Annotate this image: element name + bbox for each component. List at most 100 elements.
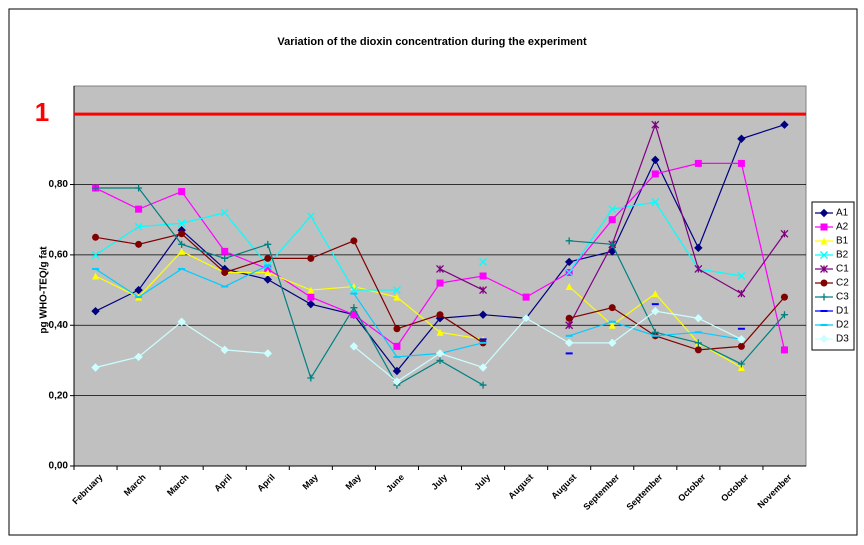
data-point bbox=[564, 257, 574, 267]
series-line bbox=[568, 122, 785, 326]
data-point bbox=[478, 363, 488, 372]
legend-label: D3 bbox=[836, 334, 849, 345]
legend-label: C1 bbox=[836, 264, 849, 275]
data-point bbox=[608, 240, 616, 248]
data-point bbox=[392, 366, 402, 376]
data-point bbox=[478, 310, 488, 319]
data-point bbox=[178, 230, 186, 238]
data-point bbox=[436, 265, 444, 273]
legend-marker bbox=[820, 237, 828, 245]
data-point bbox=[393, 342, 401, 350]
data-point bbox=[565, 237, 573, 245]
data-point bbox=[92, 184, 100, 192]
data-point bbox=[694, 265, 703, 273]
data-point bbox=[651, 155, 660, 165]
series-line bbox=[353, 310, 742, 383]
legend-marker bbox=[820, 265, 828, 273]
data-point bbox=[565, 268, 574, 277]
data-point bbox=[393, 293, 401, 301]
data-point bbox=[221, 268, 229, 276]
data-point bbox=[436, 356, 444, 364]
plot-area bbox=[73, 85, 807, 467]
data-point bbox=[651, 170, 659, 178]
data-point bbox=[178, 188, 186, 196]
data-point bbox=[435, 349, 445, 358]
legend-label: B1 bbox=[836, 236, 849, 247]
data-point bbox=[264, 265, 272, 273]
data-point bbox=[651, 306, 660, 316]
data-point bbox=[479, 381, 487, 389]
data-point bbox=[221, 247, 229, 255]
data-point bbox=[608, 205, 617, 214]
data-point bbox=[522, 293, 530, 301]
data-point bbox=[436, 328, 444, 336]
series-line bbox=[95, 187, 484, 386]
data-point bbox=[608, 321, 616, 329]
data-point bbox=[479, 272, 487, 280]
data-point bbox=[220, 345, 229, 355]
legend-marker bbox=[820, 223, 828, 231]
legend-marker bbox=[820, 279, 828, 287]
data-point bbox=[608, 338, 617, 348]
data-point bbox=[479, 286, 488, 295]
data-point bbox=[737, 272, 746, 280]
data-point bbox=[264, 254, 272, 262]
series-line bbox=[95, 250, 484, 340]
series-line bbox=[353, 293, 484, 358]
data-point bbox=[307, 286, 315, 294]
data-point bbox=[651, 328, 659, 336]
data-point bbox=[565, 321, 574, 330]
data-point bbox=[134, 352, 143, 362]
legend-marker bbox=[819, 208, 829, 218]
data-point bbox=[134, 285, 143, 295]
data-point bbox=[264, 268, 272, 276]
data-point bbox=[263, 349, 272, 358]
data-point bbox=[479, 257, 488, 266]
data-point bbox=[392, 286, 401, 295]
data-point bbox=[221, 254, 229, 262]
data-point bbox=[737, 159, 745, 167]
series-line bbox=[95, 233, 484, 344]
data-point bbox=[307, 374, 315, 382]
data-point bbox=[737, 134, 746, 143]
data-point bbox=[780, 346, 788, 354]
data-point bbox=[91, 250, 100, 259]
data-point bbox=[135, 205, 143, 213]
data-point bbox=[350, 311, 358, 319]
data-point bbox=[178, 247, 186, 255]
data-point bbox=[393, 325, 401, 333]
data-point bbox=[135, 240, 143, 248]
data-point bbox=[436, 279, 444, 287]
data-point bbox=[651, 290, 659, 298]
legend-marker bbox=[820, 293, 828, 301]
data-point bbox=[608, 304, 616, 312]
data-point bbox=[737, 289, 746, 298]
legend-label: C3 bbox=[836, 292, 849, 303]
legend-label: C2 bbox=[836, 278, 849, 289]
data-point bbox=[264, 240, 272, 248]
data-point bbox=[92, 272, 100, 280]
legend-label: B2 bbox=[836, 250, 849, 261]
data-point bbox=[91, 363, 100, 372]
y-tick-label: 0,60 bbox=[49, 250, 69, 261]
y-tick-label: 0,40 bbox=[49, 320, 69, 331]
data-point bbox=[737, 363, 745, 371]
data-point bbox=[737, 335, 746, 344]
legend-marker bbox=[820, 251, 828, 259]
data-point bbox=[694, 159, 702, 167]
reference-label: 1 bbox=[35, 97, 49, 127]
series-line bbox=[95, 211, 397, 291]
data-point bbox=[178, 240, 186, 248]
y-tick-label: 0,80 bbox=[49, 179, 69, 190]
data-point bbox=[92, 233, 100, 241]
data-point bbox=[694, 346, 702, 354]
data-point bbox=[436, 311, 444, 319]
y-axis-label: pg WHO-TEQ/g fat bbox=[39, 246, 50, 334]
data-point bbox=[135, 184, 143, 192]
data-point bbox=[521, 314, 531, 323]
data-point bbox=[780, 311, 788, 319]
legend-label: A1 bbox=[836, 208, 849, 219]
data-point bbox=[737, 360, 745, 368]
data-point bbox=[134, 222, 143, 231]
